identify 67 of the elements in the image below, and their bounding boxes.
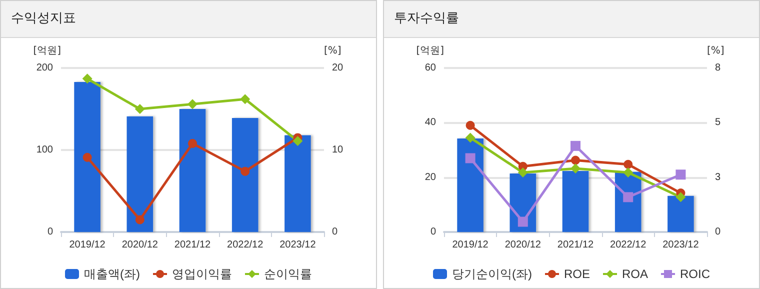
y2-tick-label: 5 bbox=[715, 117, 721, 128]
legend-label: 영업이익률 bbox=[172, 267, 232, 281]
y2-tick-label: 3 bbox=[715, 172, 721, 183]
y-tick-label: 40 bbox=[424, 117, 436, 128]
point bbox=[82, 74, 92, 84]
point bbox=[188, 99, 198, 110]
legend-label: 당기순이익(좌) bbox=[452, 267, 532, 281]
x-tick-label: 2019/12 bbox=[452, 240, 489, 250]
bar bbox=[126, 116, 154, 232]
point bbox=[570, 140, 580, 151]
x-tick-label: 2021/12 bbox=[557, 240, 594, 250]
x-tick-label: 2020/12 bbox=[504, 240, 542, 250]
y-tick-label: 20 bbox=[424, 172, 436, 183]
point bbox=[676, 192, 686, 202]
y-tick-label: 100 bbox=[36, 144, 54, 156]
point bbox=[623, 192, 634, 202]
legend-label: ROIC bbox=[680, 267, 710, 281]
point bbox=[623, 168, 634, 178]
x-tick-label: 2022/12 bbox=[610, 240, 647, 250]
point bbox=[240, 94, 250, 104]
point bbox=[465, 153, 476, 164]
y-tick-label: 0 bbox=[430, 226, 436, 238]
chart-title: 투자수익률 bbox=[384, 1, 759, 38]
point bbox=[240, 166, 250, 176]
x-tick-label: 2019/12 bbox=[69, 240, 106, 250]
bar bbox=[457, 138, 484, 232]
y-tick-label: 200 bbox=[36, 62, 54, 74]
y2-tick-label: 0 bbox=[715, 226, 721, 238]
point bbox=[134, 104, 145, 114]
bar bbox=[284, 135, 311, 232]
x-tick-label: 2023/12 bbox=[280, 240, 316, 250]
point bbox=[466, 120, 475, 130]
y2-axis-title: [%] bbox=[707, 46, 724, 56]
y-axis-title: [억원] bbox=[416, 46, 444, 56]
legend-label: 매출액(좌) bbox=[84, 267, 140, 281]
x-tick-label: 2021/12 bbox=[174, 240, 212, 250]
y2-tick-label: 10 bbox=[332, 144, 344, 156]
point bbox=[188, 138, 197, 148]
y2-tick-label: 20 bbox=[332, 62, 344, 74]
point bbox=[135, 215, 144, 224]
y-tick-label: 0 bbox=[47, 226, 54, 238]
x-tick-label: 2022/12 bbox=[227, 240, 264, 250]
bar bbox=[179, 109, 206, 232]
x-tick-label: 2020/12 bbox=[122, 240, 158, 250]
bar bbox=[232, 118, 258, 232]
point bbox=[624, 160, 633, 169]
point bbox=[518, 216, 528, 227]
legend-label: ROA bbox=[622, 267, 648, 281]
y2-tick-label: 8 bbox=[715, 62, 721, 74]
point bbox=[465, 132, 476, 143]
point bbox=[82, 152, 92, 162]
chart-title: 수익성지표 bbox=[1, 1, 376, 38]
y-axis-title: [억원] bbox=[33, 46, 62, 56]
point bbox=[676, 170, 686, 180]
y2-axis-title: [%] bbox=[324, 46, 342, 56]
y2-tick-label: 0 bbox=[332, 226, 338, 238]
point bbox=[292, 136, 303, 146]
point bbox=[571, 156, 580, 165]
y-tick-label: 60 bbox=[424, 62, 436, 74]
bar bbox=[668, 196, 694, 232]
legend-label: ROE bbox=[564, 267, 590, 281]
bar bbox=[74, 82, 100, 232]
bar bbox=[562, 171, 589, 232]
point bbox=[570, 163, 580, 174]
point bbox=[518, 168, 528, 178]
legend-label: 순이익률 bbox=[264, 267, 312, 281]
x-tick-label: 2023/12 bbox=[662, 240, 700, 250]
